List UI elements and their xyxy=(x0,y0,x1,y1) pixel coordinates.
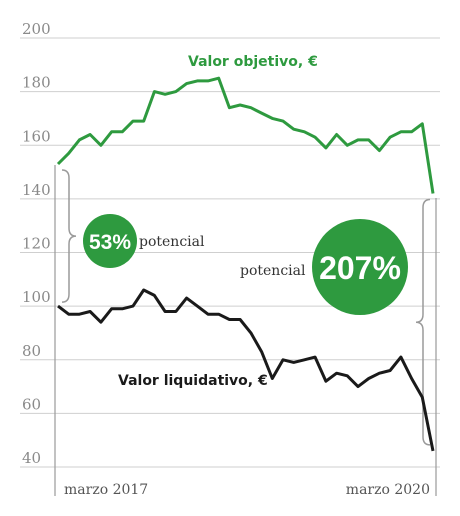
end-potential-value: 207% xyxy=(319,250,401,286)
y-tick-label: 160 xyxy=(22,127,51,145)
start-potential-word: potencial xyxy=(139,234,205,250)
series-line-valor-liquidativo xyxy=(57,288,435,452)
y-axis-ticks: 200 180 160 140 120 100 80 60 40 xyxy=(22,20,51,467)
series-label-valor-objetivo: Valor objetivo, € xyxy=(188,54,318,70)
x-tick-end: marzo 2020 xyxy=(346,482,430,498)
y-tick-label: 200 xyxy=(22,20,51,38)
y-tick-label: 140 xyxy=(22,181,51,199)
y-tick-label: 40 xyxy=(22,449,41,467)
series-line-valor-objetivo xyxy=(56,76,435,194)
start-potential-bubble xyxy=(83,214,137,268)
series-label-valor-liquidativo: Valor liquidativo, € xyxy=(118,373,268,389)
end-potential-bracket xyxy=(415,198,431,446)
y-tick-label: 80 xyxy=(22,342,41,360)
y-tick-label: 120 xyxy=(22,235,51,253)
x-tick-start: marzo 2017 xyxy=(64,482,148,498)
start-potential-value: 53% xyxy=(89,231,131,254)
y-tick-label: 60 xyxy=(22,395,41,413)
end-potential-word: potencial xyxy=(240,263,306,279)
y-tick-label: 100 xyxy=(22,288,51,306)
y-tick-label: 180 xyxy=(22,74,51,92)
end-potential-bubble xyxy=(312,219,408,315)
start-potential-bracket xyxy=(61,169,77,303)
